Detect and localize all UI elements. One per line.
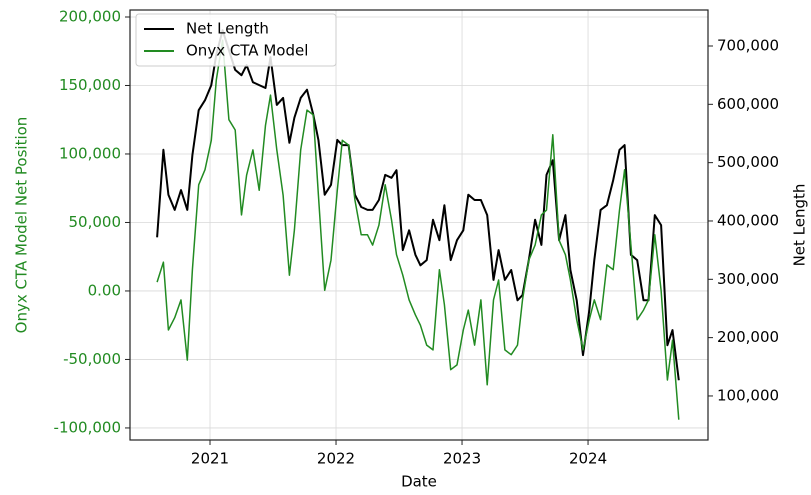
y-tick-label: -100,000 xyxy=(54,418,121,436)
x-axis-label: Date xyxy=(401,473,437,491)
y-tick-label: 0.00 xyxy=(88,281,121,299)
x-tick-label: 2021 xyxy=(191,450,229,468)
y-tick-label: 150,000 xyxy=(59,76,121,94)
x-tick-label: 2024 xyxy=(569,450,607,468)
series-line xyxy=(156,29,680,381)
x-tick-label: 2022 xyxy=(317,450,355,468)
y2-tick-label: 600,000 xyxy=(717,95,779,113)
y-tick-label: 200,000 xyxy=(59,7,121,25)
plot-frame xyxy=(129,9,709,441)
y-tick-label: -50,000 xyxy=(63,350,121,368)
y2-tick-label: 500,000 xyxy=(717,153,779,171)
legend-label: Onyx CTA Model xyxy=(186,42,308,60)
y-tick-label: 50,000 xyxy=(69,213,122,231)
y2-tick-label: 700,000 xyxy=(717,36,779,54)
y-axis-label: Onyx CTA Model Net Position xyxy=(13,117,31,334)
y2-tick-label: 400,000 xyxy=(717,211,779,229)
y2-axis-label: Net Length xyxy=(791,184,809,267)
y2-tick-label: 100,000 xyxy=(717,386,779,404)
x-tick-label: 2023 xyxy=(443,450,481,468)
legend-label: Net Length xyxy=(186,20,269,38)
series-line xyxy=(156,39,680,420)
legend-box xyxy=(135,13,337,67)
y2-tick-label: 300,000 xyxy=(717,270,779,288)
y-tick-label: 100,000 xyxy=(59,144,121,162)
y2-tick-label: 200,000 xyxy=(717,328,779,346)
